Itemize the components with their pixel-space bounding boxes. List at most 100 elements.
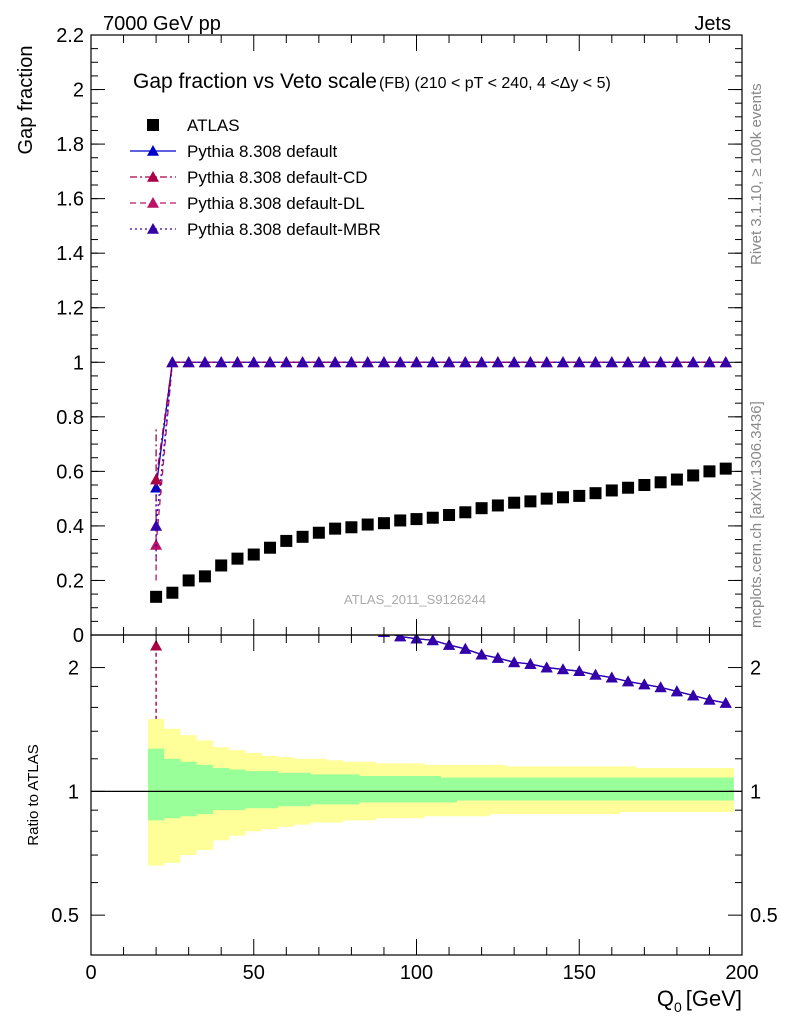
x-tick-label: 150 bbox=[563, 962, 596, 984]
ratio-plot: 0 50 100 150 200 0.5 0.5 1 1 2 2 bbox=[51, 634, 778, 984]
legend-item: ATLAS bbox=[147, 116, 240, 135]
ratio-point bbox=[459, 642, 472, 654]
legend-marker bbox=[147, 145, 159, 156]
ratio-ylabel: Ratio to ATLAS bbox=[25, 744, 42, 845]
data-point bbox=[329, 356, 342, 368]
ratio-point bbox=[524, 658, 537, 669]
data-point bbox=[264, 356, 277, 368]
data-point bbox=[443, 356, 456, 368]
main-ticks: 0 0.2 0.4 0.6 0.8 1 1.2 1.4 1.6 1.8 2 2.2 bbox=[56, 25, 743, 647]
x-tick-label: 0 bbox=[85, 962, 96, 984]
main-ytick-label: 1.4 bbox=[56, 243, 84, 265]
data-point bbox=[312, 526, 325, 539]
data-point bbox=[345, 356, 358, 368]
data-point bbox=[605, 356, 618, 368]
main-ytick-label: 0 bbox=[73, 625, 84, 647]
ratio-ytick-label-right: 2 bbox=[750, 658, 761, 680]
data-point bbox=[264, 541, 277, 554]
data-point bbox=[345, 521, 358, 534]
ratio-point bbox=[638, 678, 651, 690]
data-point bbox=[377, 356, 390, 368]
series-4 bbox=[150, 356, 732, 562]
ratio-ticks: 0 50 100 150 200 0.5 0.5 1 1 2 2 bbox=[51, 635, 778, 984]
data-point bbox=[687, 356, 700, 368]
legend-label: Pythia 8.308 default-DL bbox=[187, 194, 365, 213]
band-inner bbox=[147, 748, 734, 821]
ratio-data bbox=[91, 635, 742, 866]
data-point bbox=[491, 499, 504, 512]
main-ytick-label: 0.6 bbox=[56, 461, 84, 483]
ratio-point bbox=[622, 675, 635, 687]
data-point bbox=[231, 552, 244, 565]
watermark: ATLAS_2011_S9126244 bbox=[344, 592, 486, 607]
data-point bbox=[719, 462, 732, 475]
data-point bbox=[361, 356, 374, 368]
data-point bbox=[182, 574, 195, 587]
legend-marker bbox=[147, 171, 159, 182]
legend-marker bbox=[147, 197, 159, 208]
data-point bbox=[638, 356, 651, 368]
data-point bbox=[231, 356, 244, 368]
data-point bbox=[280, 356, 293, 368]
header-left: 7000 GeV pp bbox=[103, 13, 221, 35]
data-point bbox=[247, 356, 260, 368]
data-point bbox=[215, 356, 228, 368]
data-point bbox=[247, 548, 260, 561]
main-data bbox=[150, 356, 732, 603]
main-plot: 0 0.2 0.4 0.6 0.8 1 1.2 1.4 1.6 1.8 2 2.2 ATLAS_201… bbox=[56, 25, 743, 647]
data-point bbox=[150, 473, 163, 485]
series-2 bbox=[150, 356, 732, 532]
main-ytick-label: 0.8 bbox=[56, 407, 84, 429]
data-point bbox=[459, 356, 472, 368]
data-point bbox=[605, 484, 618, 497]
ratio-point bbox=[703, 693, 716, 705]
rivet-label: Rivet 3.1.10, ≥ 100k events bbox=[748, 83, 765, 265]
data-point bbox=[654, 356, 667, 368]
data-point bbox=[508, 496, 521, 509]
data-point bbox=[377, 517, 390, 530]
ratio-ytick-label-right: 0.5 bbox=[750, 905, 778, 927]
legend-item: Pythia 8.308 default-DL bbox=[130, 194, 365, 213]
data-point bbox=[622, 356, 635, 368]
ratio-ytick-label-right: 1 bbox=[750, 781, 761, 803]
series-line bbox=[155, 361, 726, 480]
data-point bbox=[670, 473, 683, 486]
main-ytick-label: 1 bbox=[73, 352, 84, 374]
data-point bbox=[459, 506, 472, 519]
legend-label: Pythia 8.308 default-MBR bbox=[187, 220, 381, 239]
data-point bbox=[540, 356, 553, 368]
data-point bbox=[410, 356, 423, 368]
data-point bbox=[150, 590, 163, 603]
series-1 bbox=[150, 356, 732, 493]
legend-label: Pythia 8.308 default bbox=[187, 142, 338, 161]
ratio-point bbox=[540, 661, 553, 673]
data-point bbox=[426, 511, 439, 524]
ratio-point bbox=[475, 648, 488, 660]
data-point bbox=[508, 356, 521, 368]
data-point bbox=[410, 513, 423, 526]
series-3 bbox=[150, 356, 732, 581]
data-point bbox=[524, 356, 537, 368]
data-point bbox=[589, 487, 602, 500]
ratio-point bbox=[687, 689, 700, 701]
main-title: Gap fraction vs Veto scale (FB) (210 < pT… bbox=[133, 70, 611, 93]
ratio-point bbox=[589, 668, 602, 680]
data-point bbox=[556, 356, 569, 368]
header-right: Jets bbox=[694, 13, 731, 35]
ratio-point bbox=[605, 671, 618, 683]
main-ylabel: Gap fraction bbox=[15, 46, 37, 155]
data-point bbox=[556, 491, 569, 504]
ratio-point bbox=[150, 639, 163, 651]
series-line bbox=[155, 361, 726, 526]
data-point bbox=[443, 509, 456, 521]
ratio-point bbox=[508, 656, 521, 668]
data-point bbox=[670, 356, 683, 368]
data-point bbox=[329, 522, 342, 535]
data-point bbox=[150, 519, 163, 531]
data-point bbox=[215, 559, 228, 572]
data-point bbox=[296, 530, 309, 543]
data-point bbox=[719, 356, 732, 368]
data-point bbox=[573, 356, 586, 368]
data-point bbox=[573, 489, 586, 502]
ratio-ytick-label: 2 bbox=[68, 658, 79, 680]
